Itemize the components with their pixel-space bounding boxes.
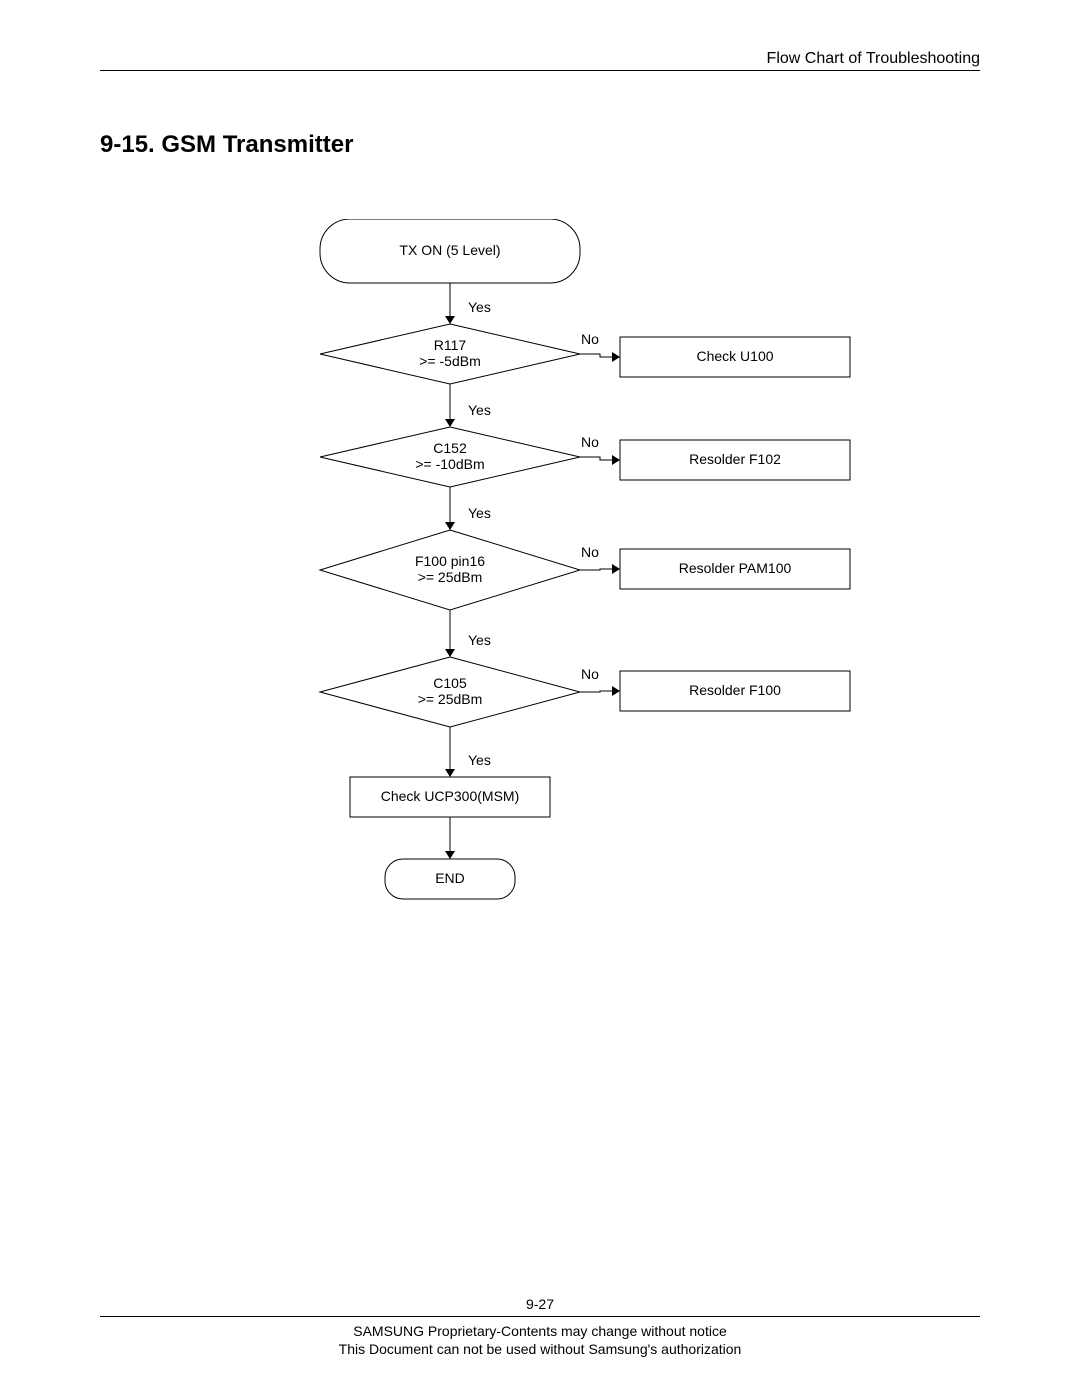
flow-node-d1: R117>= -5dBm [320, 324, 580, 384]
svg-text:Check UCP300(MSM): Check UCP300(MSM) [381, 788, 519, 804]
svg-text:Yes: Yes [468, 752, 491, 768]
flow-edge-d2-d3: Yes [445, 487, 491, 530]
svg-text:C105: C105 [433, 675, 467, 691]
flowchart-svg: TX ON (5 Level) R117>= -5dBm Check U100 C15… [190, 219, 890, 919]
svg-text:Yes: Yes [468, 632, 491, 648]
flow-edge-d4-a4: No [580, 666, 620, 696]
svg-text:>= -5dBm: >= -5dBm [419, 353, 480, 369]
flow-edge-d4-check: Yes [445, 727, 491, 777]
footer-line2: This Document can not be used without Sa… [100, 1341, 980, 1357]
flow-node-a2: Resolder F102 [620, 440, 850, 480]
flow-edge-d1-d2: Yes [445, 384, 491, 427]
flow-edge-check-end [445, 817, 455, 859]
svg-text:Yes: Yes [468, 505, 491, 521]
svg-text:>= 25dBm: >= 25dBm [418, 569, 483, 585]
flowchart-area: TX ON (5 Level) R117>= -5dBm Check U100 C15… [190, 219, 890, 919]
svg-text:Resolder F102: Resolder F102 [689, 451, 781, 467]
flow-node-a4: Resolder F100 [620, 671, 850, 711]
section-title: 9-15. GSM Transmitter [100, 131, 980, 159]
svg-text:No: No [581, 331, 599, 347]
page-header: Flow Chart of Troubleshooting [100, 50, 980, 71]
svg-text:Yes: Yes [468, 299, 491, 315]
svg-text:F100 pin16: F100 pin16 [415, 553, 485, 569]
svg-text:Check U100: Check U100 [696, 348, 773, 364]
footer-line1: SAMSUNG Proprietary-Contents may change … [100, 1316, 980, 1339]
svg-text:Resolder F100: Resolder F100 [689, 682, 781, 698]
svg-text:Yes: Yes [468, 402, 491, 418]
page-footer: 9-27 SAMSUNG Proprietary-Contents may ch… [100, 1296, 980, 1357]
flow-edge-d3-a3: No [580, 544, 620, 574]
flow-node-a3: Resolder PAM100 [620, 549, 850, 589]
svg-text:>= 25dBm: >= 25dBm [418, 691, 483, 707]
flow-node-a1: Check U100 [620, 337, 850, 377]
flow-edge-d2-a2: No [580, 434, 620, 465]
svg-text:No: No [581, 544, 599, 560]
flow-node-check: Check UCP300(MSM) [350, 777, 550, 817]
svg-text:C152: C152 [433, 440, 467, 456]
svg-text:Resolder PAM100: Resolder PAM100 [679, 560, 792, 576]
flow-edge-d1-a1: No [580, 331, 620, 362]
flow-node-start: TX ON (5 Level) [320, 219, 580, 283]
svg-text:R117: R117 [434, 337, 467, 353]
svg-text:No: No [581, 434, 599, 450]
flow-edge-d3-d4: Yes [445, 610, 491, 657]
flow-node-d2: C152>= -10dBm [320, 427, 580, 487]
svg-text:>= -10dBm: >= -10dBm [415, 456, 484, 472]
svg-text:END: END [435, 870, 465, 886]
svg-text:TX ON (5 Level): TX ON (5 Level) [399, 242, 500, 258]
svg-text:No: No [581, 666, 599, 682]
page-number: 9-27 [100, 1296, 980, 1312]
flow-node-d4: C105>= 25dBm [320, 657, 580, 727]
flow-edge-start-d1: Yes [445, 283, 491, 324]
header-right-text: Flow Chart of Troubleshooting [767, 50, 980, 67]
flow-node-end: END [385, 859, 515, 899]
flow-node-d3: F100 pin16>= 25dBm [320, 530, 580, 610]
